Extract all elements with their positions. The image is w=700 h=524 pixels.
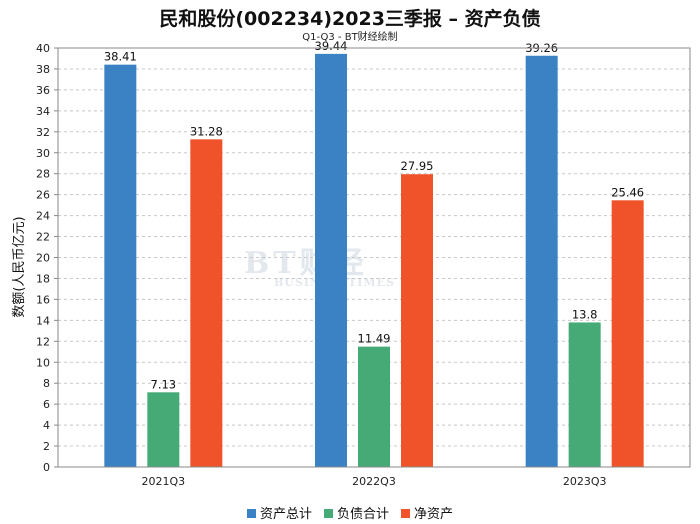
bar-2023Q3-series-1 xyxy=(568,322,601,467)
value-label: 27.95 xyxy=(401,159,434,173)
plot-frame xyxy=(57,47,691,468)
y-tick-label: 4 xyxy=(43,419,50,432)
value-labels: 38.417.1331.2839.4411.4927.9539.2613.825… xyxy=(104,39,644,391)
y-tick-label: 30 xyxy=(36,147,50,160)
value-label: 11.49 xyxy=(358,332,391,346)
x-tick-label: 2021Q3 xyxy=(142,475,186,488)
value-label: 25.46 xyxy=(611,185,644,199)
bar-2023Q3-series-0 xyxy=(525,55,558,468)
legend: 资产总计 负债合计 净资产 xyxy=(0,503,700,522)
legend-item: 资产总计 xyxy=(246,503,312,522)
bar-2021Q3-series-2 xyxy=(190,139,223,468)
y-tick-label: 8 xyxy=(43,377,50,390)
chart-title: 民和股份(002234)2023三季报 – 资产负债 xyxy=(159,8,541,30)
y-axis-label: 数额(人民币亿元) xyxy=(12,216,27,317)
legend-swatch xyxy=(323,509,333,518)
x-tick-label: 2023Q3 xyxy=(563,475,607,488)
y-tick-label: 6 xyxy=(43,398,50,411)
legend-item: 净资产 xyxy=(401,503,453,522)
y-tick-label: 40 xyxy=(36,42,50,55)
bars xyxy=(104,53,644,468)
x-tick-label: 2022Q3 xyxy=(352,475,396,488)
y-tick-label: 2 xyxy=(43,440,50,453)
value-label: 38.41 xyxy=(104,50,137,64)
y-tick-label: 24 xyxy=(36,210,50,223)
legend-label: 净资产 xyxy=(414,507,454,522)
bar-2022Q3-series-1 xyxy=(358,346,390,467)
bar-2022Q3-series-2 xyxy=(401,174,433,467)
y-tick-label: 32 xyxy=(36,126,50,139)
y-tick-label: 14 xyxy=(36,314,50,327)
chart-subtitle: Q1-Q3 - BT财经绘制 xyxy=(302,32,398,43)
y-tick-label: 16 xyxy=(36,293,50,306)
bar-2021Q3-series-0 xyxy=(104,64,137,468)
y-tick-label: 10 xyxy=(36,356,50,369)
y-tick-label: 28 xyxy=(36,168,50,181)
legend-label: 负债合计 xyxy=(336,507,389,522)
legend-label: 资产总计 xyxy=(259,507,312,522)
y-tick-label: 12 xyxy=(36,335,50,348)
y-tick-label: 0 xyxy=(43,461,50,474)
value-label: 31.28 xyxy=(190,124,223,138)
y-tick-label: 22 xyxy=(36,231,50,244)
legend-swatch xyxy=(401,509,410,518)
y-tick-label: 18 xyxy=(36,272,50,285)
y-tick-label: 34 xyxy=(36,105,50,118)
y-tick-label: 26 xyxy=(36,189,50,202)
bar-2023Q3-series-2 xyxy=(611,200,644,467)
y-tick-label: 36 xyxy=(36,84,50,97)
bar-2022Q3-series-0 xyxy=(315,53,347,468)
y-tick-label: 20 xyxy=(36,252,50,265)
value-label: 7.13 xyxy=(151,377,177,391)
x-axis: 2021Q3 2022Q3 2023Q3 xyxy=(142,475,607,488)
legend-item: 负债合计 xyxy=(323,503,389,522)
legend-swatch xyxy=(246,509,256,518)
bar-2021Q3-series-1 xyxy=(147,392,180,467)
value-label: 13.8 xyxy=(572,307,598,321)
y-tick-label: 38 xyxy=(36,63,50,76)
value-label: 39.44 xyxy=(315,39,348,53)
